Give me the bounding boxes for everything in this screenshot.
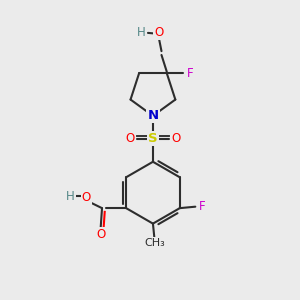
Text: H: H bbox=[137, 26, 146, 39]
Text: O: O bbox=[171, 132, 181, 145]
Text: O: O bbox=[154, 26, 163, 39]
Text: F: F bbox=[186, 67, 193, 80]
Text: H: H bbox=[66, 190, 75, 203]
Text: O: O bbox=[96, 228, 105, 241]
Text: F: F bbox=[199, 200, 206, 213]
Text: O: O bbox=[82, 191, 91, 204]
Text: CH₃: CH₃ bbox=[144, 238, 165, 248]
Text: S: S bbox=[148, 132, 158, 145]
Text: N: N bbox=[147, 109, 158, 122]
Text: O: O bbox=[125, 132, 135, 145]
